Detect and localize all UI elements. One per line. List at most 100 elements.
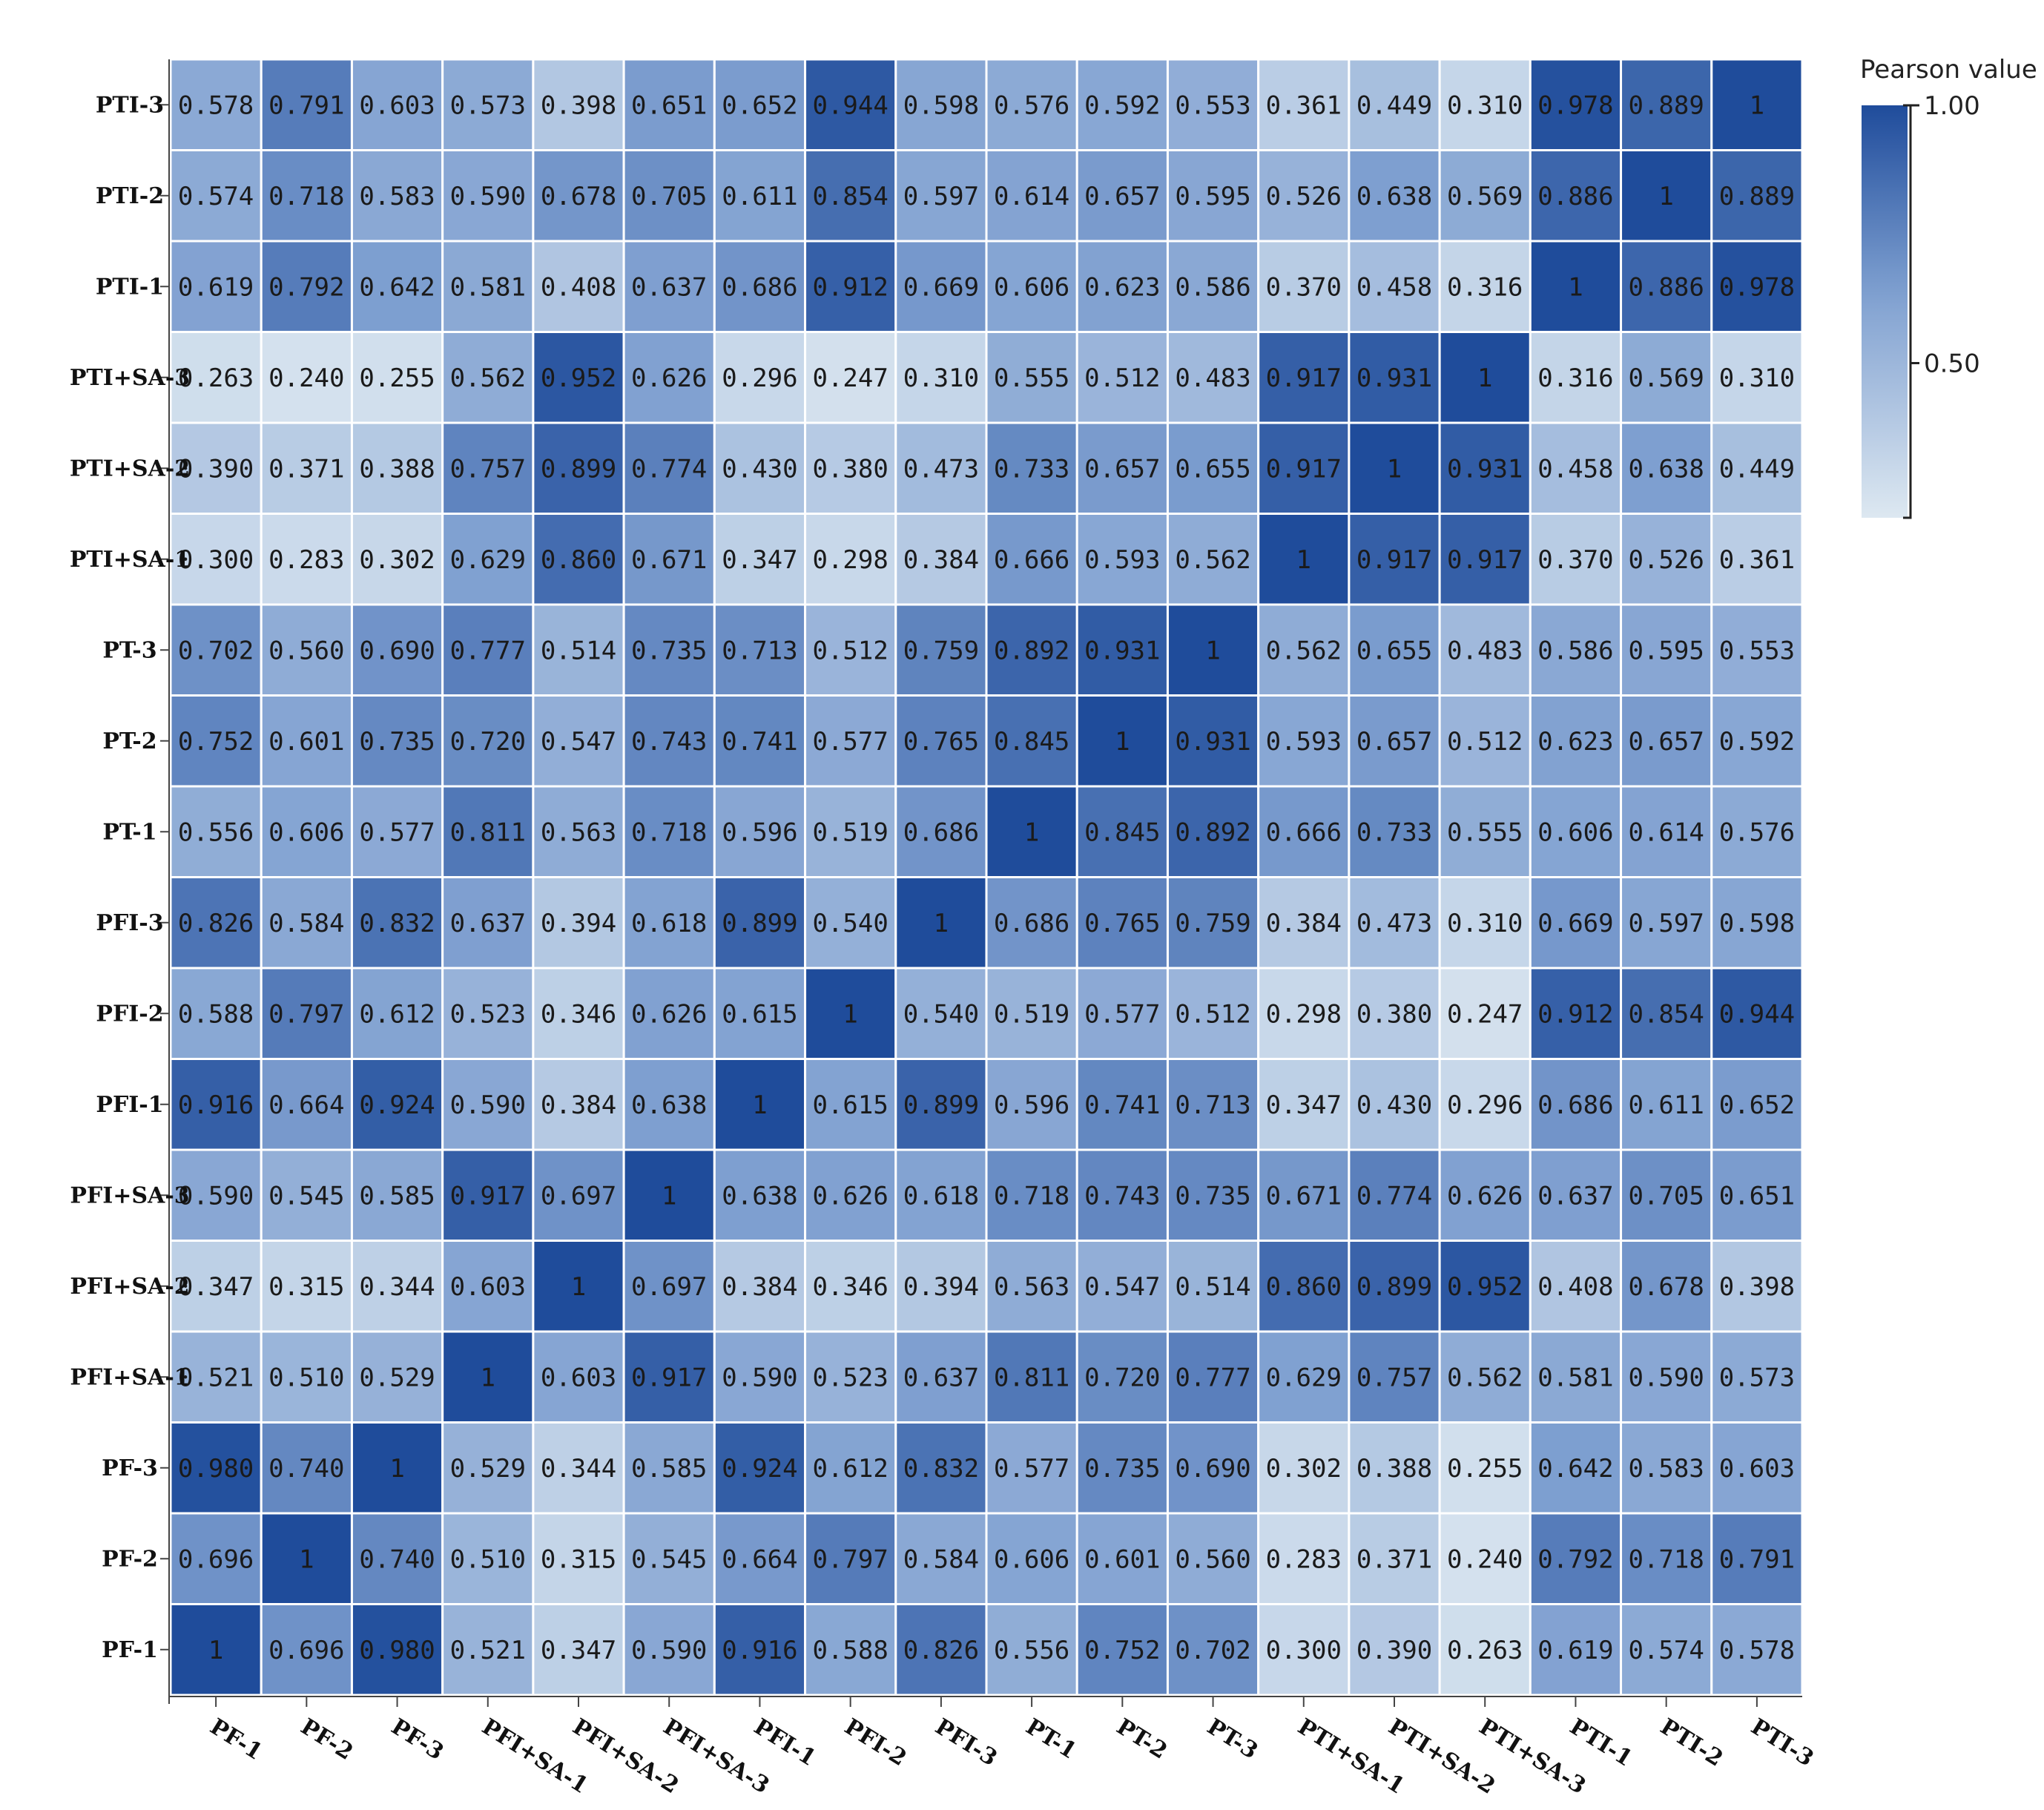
cell-value-label: 0.917 — [1447, 545, 1523, 575]
heatmap-cell — [894, 1512, 988, 1605]
cell-value-label: 0.583 — [1628, 1454, 1704, 1484]
cell-value-label: 0.741 — [1084, 1090, 1160, 1120]
cell-value-label: 0.585 — [631, 1454, 707, 1484]
cell-value-label: 0.917 — [1266, 363, 1342, 393]
cell-value-label: 0.797 — [268, 999, 344, 1029]
cell-value-label: 0.740 — [268, 1454, 344, 1484]
cell-value-label: 0.845 — [1084, 817, 1160, 847]
cell-value-label: 0.614 — [994, 182, 1069, 211]
cell-value-label: 0.563 — [541, 817, 616, 847]
heatmap-cell — [1075, 876, 1169, 970]
cell-value-label: 0.310 — [903, 363, 979, 393]
cell-value-label: 0.652 — [722, 90, 797, 120]
y-tick-label: PF-2 — [102, 1546, 158, 1572]
cell-value-label: 1 — [1296, 545, 1311, 575]
heatmap-cell — [441, 603, 535, 697]
cell-value-label: 0.626 — [631, 999, 707, 1029]
cell-value-label: 0.931 — [1175, 727, 1250, 757]
cell-value-label: 0.574 — [1628, 1636, 1704, 1665]
heatmap-cell — [169, 58, 263, 151]
heatmap-cell — [1257, 1240, 1351, 1333]
cell-value-label: 0.759 — [1175, 909, 1250, 938]
x-tick-label: PTI-3 — [1747, 1714, 1819, 1772]
heatmap-cell — [441, 240, 535, 333]
cell-value-label: 1 — [934, 909, 949, 938]
heatmap-cell — [169, 331, 263, 424]
cell-value-label: 0.346 — [541, 999, 616, 1029]
cell-value-label: 0.797 — [812, 1544, 888, 1574]
cell-value-label: 0.735 — [1084, 1454, 1160, 1484]
cell-value-label: 0.651 — [631, 90, 707, 120]
heatmap-cell — [1710, 58, 1804, 151]
heatmap-cell — [1166, 1148, 1260, 1242]
heatmap-cell — [713, 785, 807, 878]
heatmap-cell — [985, 603, 1078, 697]
cell-value-label: 0.545 — [631, 1544, 707, 1574]
cell-value-label: 0.588 — [812, 1636, 888, 1665]
cell-value-label: 0.596 — [994, 1090, 1069, 1120]
heatmap-cell — [1710, 1148, 1804, 1242]
cell-value-label: 0.603 — [541, 1363, 616, 1392]
heatmap-cell — [1438, 603, 1532, 697]
heatmap-cell — [1529, 603, 1623, 697]
cell-value-label: 0.296 — [722, 363, 797, 393]
heatmap-cell — [1710, 331, 1804, 424]
cell-value-label: 0.697 — [541, 1181, 616, 1211]
heatmap-cell — [441, 1330, 535, 1424]
cell-value-label: 0.300 — [178, 545, 254, 575]
cell-value-label: 0.590 — [450, 1090, 526, 1120]
y-tick-label: PFI+SA-1 — [70, 1364, 189, 1390]
heatmap-cell — [532, 331, 625, 424]
cell-value-label: 0.735 — [359, 727, 435, 757]
heatmap-cell — [713, 240, 807, 333]
heatmap-cell — [1348, 1058, 1441, 1151]
heatmap-cell — [169, 694, 263, 788]
heatmap-cell — [804, 1058, 897, 1151]
heatmap-cell — [532, 1603, 625, 1697]
cell-value-label: 0.743 — [1084, 1181, 1160, 1211]
heatmap-cell — [1710, 149, 1804, 243]
cell-value-label: 0.752 — [1084, 1636, 1160, 1665]
cell-value-label: 0.638 — [1356, 182, 1432, 211]
cell-value-label: 0.713 — [722, 636, 797, 665]
cell-value-label: 0.664 — [268, 1090, 344, 1120]
cell-value-label: 0.562 — [450, 363, 526, 393]
cell-value-label: 1 — [389, 1454, 404, 1484]
heatmap-cell — [1620, 1240, 1713, 1333]
heatmap-cell — [1348, 603, 1441, 697]
heatmap-cell — [1075, 1330, 1169, 1424]
cell-value-label: 0.458 — [1356, 272, 1432, 302]
cell-value-label: 0.916 — [722, 1636, 797, 1665]
cell-value-label: 0.615 — [722, 999, 797, 1029]
cell-value-label: 0.854 — [812, 182, 888, 211]
cell-value-label: 0.601 — [268, 727, 344, 757]
cell-value-label: 0.555 — [994, 363, 1069, 393]
colorbar-axis — [1903, 104, 1912, 519]
cell-value-label: 0.669 — [903, 272, 979, 302]
heatmap-cell — [1166, 1058, 1260, 1151]
heatmap-cell — [894, 1148, 988, 1242]
cell-value-label: 0.612 — [359, 999, 435, 1029]
heatmap-cell — [1620, 421, 1713, 515]
heatmap-cell — [1166, 240, 1260, 333]
heatmap-cell — [1257, 603, 1351, 697]
y-tick-label: PTI-2 — [96, 183, 164, 209]
cell-value-label: 0.626 — [631, 363, 707, 393]
y-tick-label: PTI+SA-1 — [70, 547, 190, 573]
cell-value-label: 0.944 — [812, 90, 888, 120]
cell-value-label: 0.638 — [722, 1181, 797, 1211]
heatmap-cell — [1075, 785, 1169, 878]
heatmap-cell — [622, 1330, 716, 1424]
cell-value-label: 1 — [1205, 636, 1220, 665]
cell-value-label: 0.523 — [812, 1363, 888, 1392]
cell-value-label: 0.371 — [268, 454, 344, 484]
cell-value-label: 0.310 — [1719, 363, 1795, 393]
cell-value-label: 0.638 — [631, 1090, 707, 1120]
cell-value-label: 1 — [299, 1544, 314, 1574]
cell-value-label: 0.811 — [450, 817, 526, 847]
heatmap-cell — [1620, 1512, 1713, 1605]
heatmap-cell — [169, 1240, 263, 1333]
cell-value-label: 0.316 — [1537, 363, 1613, 393]
cell-value-label: 0.637 — [631, 272, 707, 302]
cell-value-label: 0.547 — [541, 727, 616, 757]
